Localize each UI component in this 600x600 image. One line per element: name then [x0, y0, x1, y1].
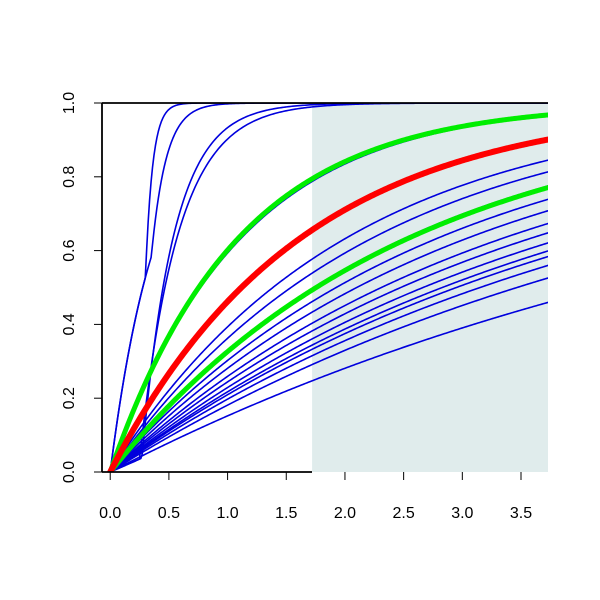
series-line-blue-3: [109, 103, 548, 472]
x-tick-label: 2.5: [393, 505, 415, 522]
series-line-red-20: [107, 136, 548, 472]
series-line-blue-10: [109, 222, 548, 472]
shaded-region-rect: [312, 103, 548, 472]
series-line-blue-13: [109, 250, 548, 472]
y-tick-label: 1.0: [61, 92, 78, 114]
x-tick-label: 1.5: [275, 505, 297, 522]
series-lines: [107, 103, 548, 472]
series-line-blue-8: [109, 198, 548, 472]
series-line-blue-11: [109, 232, 548, 472]
series-line-blue-12: [109, 242, 548, 472]
series-line-blue-5: [109, 159, 548, 472]
series-line-blue-6: [109, 171, 548, 472]
x-axis: 0.0 0.5 1.0 1.5 2.0 2.5 3.0 3.5: [99, 472, 532, 522]
series-line-blue-9: [109, 209, 548, 472]
y-tick-label: 0.2: [61, 387, 78, 409]
series-line-green-19: [107, 185, 548, 472]
y-tick-label: 0.6: [61, 239, 78, 261]
x-tick-label: 1.0: [216, 505, 238, 522]
y-tick-label: 0.4: [61, 313, 78, 335]
shaded-region: [312, 103, 548, 472]
series-line-blue-17: [109, 301, 548, 472]
series-line-blue-16: [109, 277, 548, 472]
y-tick-label: 0.0: [61, 461, 78, 483]
series-line-green-18: [107, 112, 548, 472]
x-tick-label: 3.0: [451, 505, 473, 522]
series-line-blue-15: [109, 264, 548, 472]
x-tick-label: 3.5: [510, 505, 532, 522]
x-tick-label: 2.0: [334, 505, 356, 522]
y-tick-label: 0.8: [61, 166, 78, 188]
y-axis: 0.0 0.2 0.4 0.6 0.8 1.0: [61, 92, 102, 483]
x-tick-label: 0.0: [99, 505, 121, 522]
x-tick-label: 0.5: [158, 505, 180, 522]
series-line-blue-14: [109, 255, 548, 472]
